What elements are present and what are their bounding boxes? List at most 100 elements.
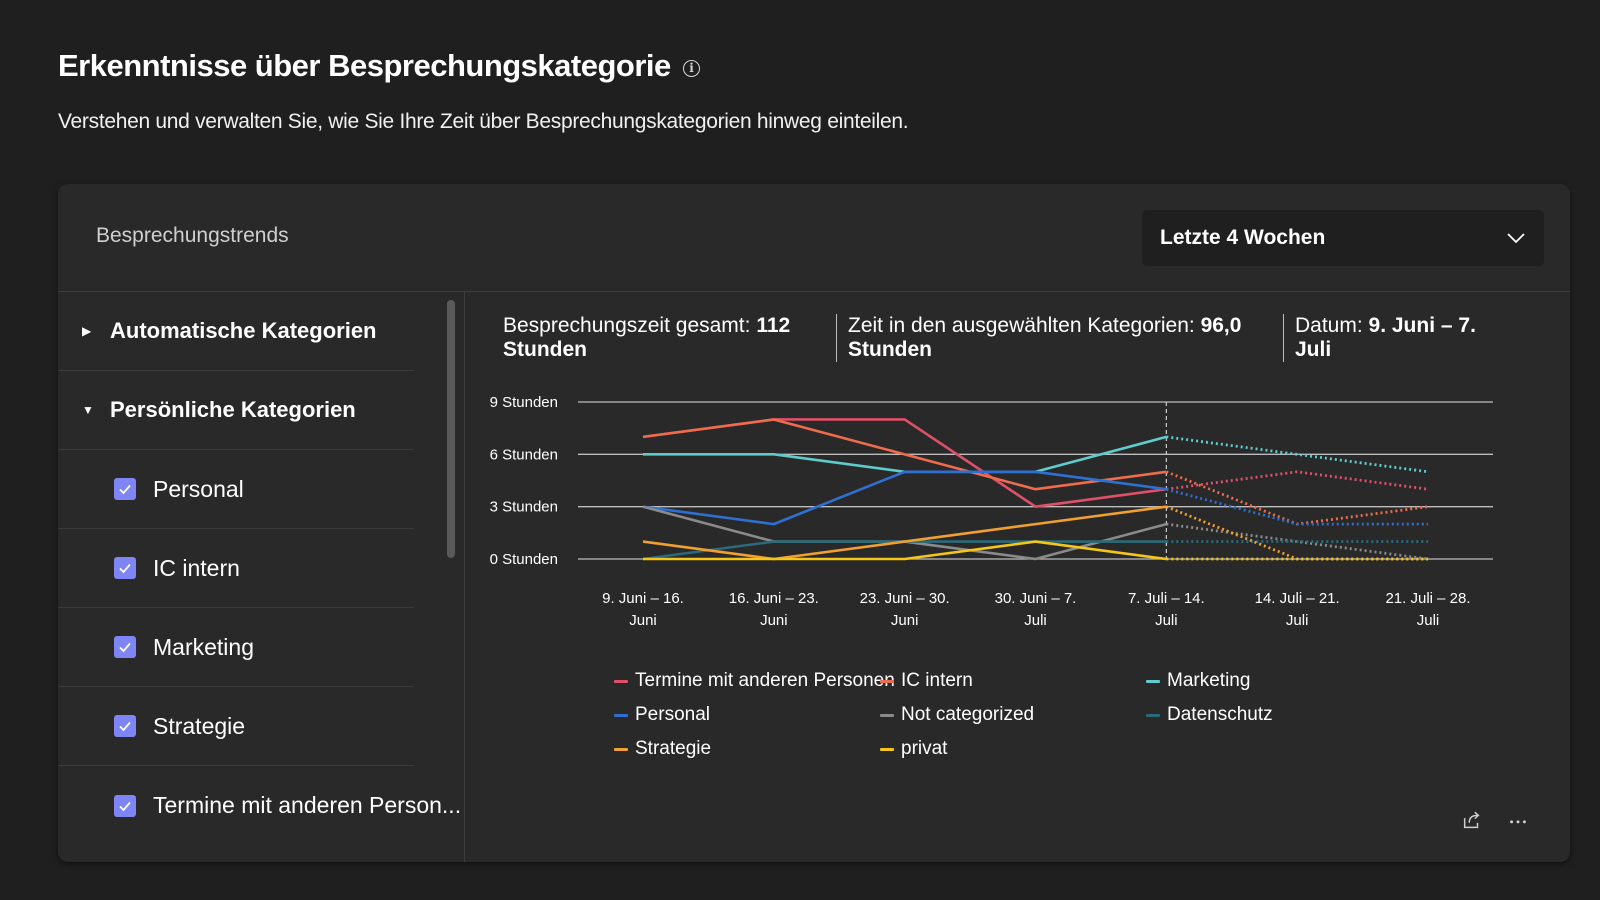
info-icon[interactable]: i: [682, 59, 700, 77]
card-title: Besprechungstrends: [96, 224, 289, 247]
x-tick-label: Juli: [1286, 612, 1309, 629]
checkmark-icon: [119, 642, 131, 653]
legend-label: Termine mit anderen Personen: [635, 670, 895, 691]
stat-total-time: Besprechungszeit gesamt: 112 Stunden: [503, 314, 803, 362]
series-line: [642, 418, 1167, 508]
share-icon[interactable]: [1460, 808, 1484, 832]
group-personal-categories[interactable]: ▼ Persönliche Kategorien: [58, 371, 414, 450]
stat-selected-time: Zeit in den ausgewählten Kategorien: 96,…: [848, 314, 1258, 362]
series-forecast-line: [1166, 470, 1429, 491]
checkbox-checked[interactable]: [114, 715, 136, 737]
page-title-row: Erkenntnisse über Besprechungskategorie …: [58, 48, 700, 84]
legend-label: Marketing: [1167, 670, 1251, 691]
legend-swatch: [880, 747, 894, 751]
stat-value: 112 Stunden: [503, 314, 791, 361]
category-sidebar: ▶ Automatische Kategorien ▼ Persönliche …: [58, 292, 465, 862]
card-header: Besprechungstrends Letzte 4 Wochen: [58, 184, 1570, 292]
x-tick-label: Juni: [760, 612, 788, 629]
summary-stats: Besprechungszeit gesamt: 112 Stunden Zei…: [503, 314, 1543, 364]
more-icon[interactable]: [1506, 808, 1530, 832]
legend-swatch: [880, 713, 894, 717]
stat-value: 9. Juni – 7. Juli: [1295, 314, 1476, 361]
checkbox-checked[interactable]: [114, 794, 136, 817]
category-label: IC intern: [153, 554, 240, 581]
category-item-personal[interactable]: Personal: [58, 450, 414, 529]
legend-swatch: [614, 713, 628, 717]
meeting-trends-card: Besprechungstrends Letzte 4 Wochen ▶ Aut…: [58, 184, 1570, 862]
category-label: Marketing: [153, 633, 254, 660]
caret-right-icon: ▶: [82, 324, 92, 338]
legend-item[interactable]: Datenschutz: [1146, 704, 1273, 726]
stat-divider: [836, 314, 837, 362]
stat-label: Datum:: [1295, 314, 1369, 337]
category-label: Personal: [153, 475, 244, 502]
y-tick-label: 9 Stunden: [490, 394, 558, 411]
stat-label: Zeit in den ausgewählten Kategorien:: [848, 314, 1201, 337]
stat-divider: [1283, 314, 1284, 362]
legend-swatch: [614, 679, 628, 683]
category-label: Termine mit anderen Person...: [153, 792, 462, 818]
x-tick-label: 23. Juni – 30.: [860, 590, 950, 607]
chart-legend: Termine mit anderen Personen IC intern Mar…: [614, 670, 1314, 780]
stat-value: 96,0 Stunden: [848, 314, 1242, 361]
legend-label: Strategie: [635, 738, 712, 759]
card-actions: [1460, 808, 1530, 832]
group-automatic-categories[interactable]: ▶ Automatische Kategorien: [58, 292, 414, 371]
checkmark-icon: [119, 801, 131, 811]
legend-item[interactable]: IC intern: [880, 670, 973, 692]
x-tick-label: 30. Juni – 7.: [995, 590, 1077, 607]
legend-item[interactable]: Personal: [614, 704, 710, 726]
x-tick-label: Juni: [629, 612, 657, 629]
legend-label: privat: [901, 738, 948, 759]
x-tick-label: 21. Juli – 28.: [1385, 590, 1470, 607]
legend-item[interactable]: Termine mit anderen Personen: [614, 670, 895, 692]
stat-date-range: Datum: 9. Juni – 7. Juli: [1295, 314, 1495, 362]
group-label: Persönliche Kategorien: [110, 397, 356, 422]
legend-label: Not categorized: [901, 704, 1035, 725]
y-tick-label: 6 Stunden: [490, 446, 558, 463]
x-tick-label: 16. Juni – 23.: [729, 590, 819, 607]
checkmark-icon: [119, 484, 131, 495]
trend-line-chart: 9 Stunden 6 Stunden 3 Stunden 0 Stunden 9. J…: [490, 394, 1493, 629]
page-title: Erkenntnisse über Besprechungskategorie: [58, 48, 671, 83]
x-tick-label: Juni: [891, 612, 919, 629]
category-item-termine[interactable]: Termine mit anderen Person...: [58, 766, 461, 845]
legend-swatch: [1146, 713, 1160, 717]
category-item-marketing[interactable]: Marketing: [58, 608, 414, 687]
y-tick-label: 3 Stunden: [490, 499, 558, 516]
legend-item[interactable]: privat: [880, 738, 947, 760]
legend-swatch: [1146, 679, 1160, 683]
series-line: [643, 540, 1167, 561]
time-range-dropdown[interactable]: Letzte 4 Wochen: [1142, 210, 1544, 266]
sidebar-scrollbar[interactable]: [447, 300, 455, 558]
series-forecast-line: [1165, 487, 1428, 526]
x-tick-label: 14. Juli – 21.: [1255, 590, 1340, 607]
legend-label: IC intern: [901, 670, 973, 691]
legend-item[interactable]: Not categorized: [880, 704, 1034, 726]
series-forecast-line: [1165, 505, 1428, 561]
series-line: [642, 418, 1167, 491]
category-label: Strategie: [153, 712, 246, 739]
stat-label: Besprechungszeit gesamt:: [503, 314, 757, 337]
legend-item[interactable]: Strategie: [614, 738, 711, 760]
caret-down-icon: ▼: [82, 403, 94, 417]
legend-item[interactable]: Marketing: [1146, 670, 1250, 692]
category-item-ic-intern[interactable]: IC intern: [58, 529, 414, 608]
checkbox-checked[interactable]: [114, 557, 136, 579]
series-line: [642, 505, 1167, 561]
y-tick-label: 0 Stunden: [490, 551, 558, 568]
category-item-strategie[interactable]: Strategie: [58, 687, 414, 766]
checkmark-icon: [119, 721, 131, 732]
legend-label: Datenschutz: [1167, 704, 1273, 725]
series-line: [642, 470, 1167, 526]
checkbox-checked[interactable]: [114, 478, 136, 500]
x-tick-label: Juli: [1024, 612, 1047, 629]
group-label: Automatische Kategorien: [110, 318, 377, 343]
x-tick-label: 9. Juni – 16.: [602, 590, 684, 607]
legend-label: Personal: [635, 704, 710, 725]
legend-swatch: [880, 679, 894, 683]
chevron-down-icon: [1507, 233, 1525, 244]
x-tick-label: Juli: [1417, 612, 1440, 629]
x-tick-label: 7. Juli – 14.: [1128, 590, 1205, 607]
checkbox-checked[interactable]: [114, 636, 136, 658]
